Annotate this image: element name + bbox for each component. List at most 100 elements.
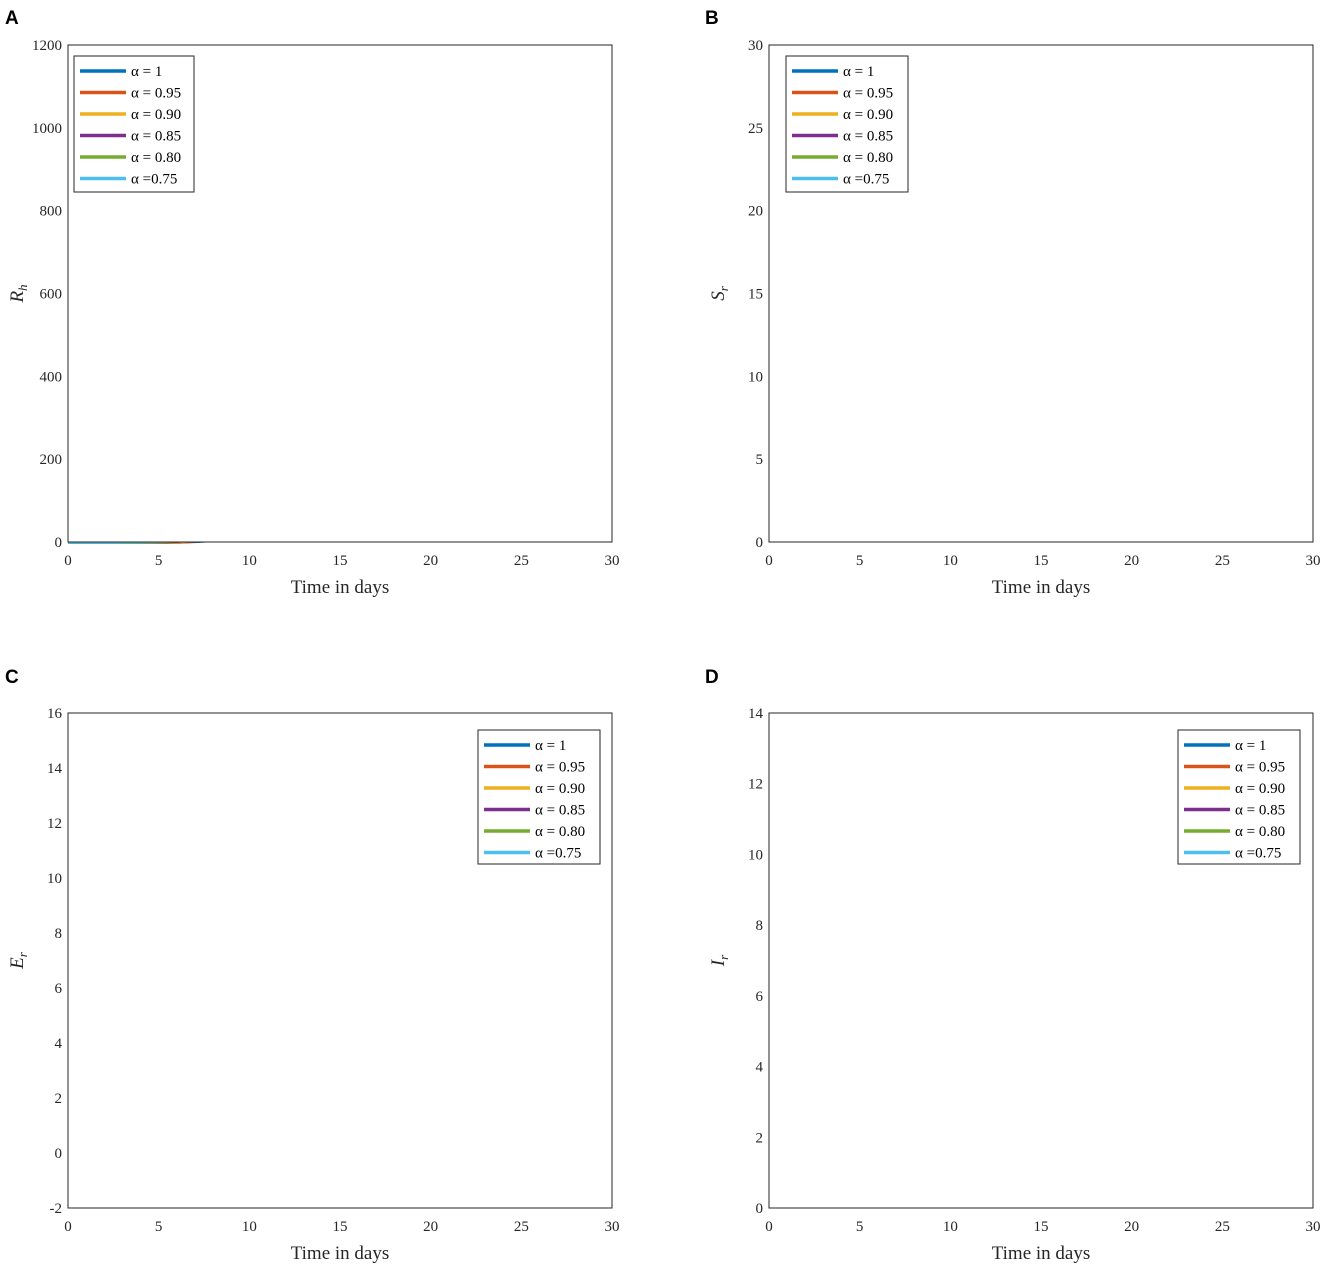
x-tick-label: 0 bbox=[64, 553, 72, 569]
x-axis-label: Time in days bbox=[992, 1243, 1091, 1264]
x-tick-label: 25 bbox=[514, 553, 529, 569]
y-tick-label: 5 bbox=[756, 452, 764, 468]
x-tick-label: 25 bbox=[1215, 1219, 1230, 1235]
legend-entry-5: α = 0.80 bbox=[535, 824, 585, 840]
y-tick-label: 600 bbox=[40, 287, 63, 303]
x-tick-label: 30 bbox=[605, 553, 620, 569]
legend-entry-5: α = 0.80 bbox=[1235, 824, 1285, 840]
x-tick-label: 15 bbox=[1034, 553, 1049, 569]
y-tick-label: 20 bbox=[748, 204, 763, 220]
legend-entry-5: α = 0.80 bbox=[131, 150, 181, 166]
legend: α = 1 α = 0.95 α = 0.90 α = 0.85 α = 0.80 α =… bbox=[785, 55, 909, 193]
y-axis-label: Sr bbox=[708, 285, 731, 301]
x-axis-label: Time in days bbox=[992, 577, 1091, 598]
legend-entry-6: α =0.75 bbox=[1235, 846, 1281, 862]
legend-entry-2: α = 0.95 bbox=[535, 760, 585, 776]
y-tick-label: 0 bbox=[756, 535, 764, 551]
y-tick-label: 400 bbox=[40, 369, 63, 385]
y-tick-label: 10 bbox=[748, 369, 763, 385]
y-axis-label-subscript: r bbox=[716, 285, 731, 291]
panel-letter: A bbox=[5, 8, 19, 29]
x-tick-label: 25 bbox=[1215, 553, 1230, 569]
legend-entry-6: α =0.75 bbox=[843, 172, 889, 188]
y-tick-label: 4 bbox=[756, 1060, 764, 1076]
chart-panel-b: B 0 5 10 15 20 25 30 0 5 10 15 20 25 30 Time in days Sr α… bbox=[705, 8, 1321, 598]
legend-entry-5: α = 0.80 bbox=[843, 150, 893, 166]
y-tick-label: 2 bbox=[756, 1130, 764, 1146]
legend-entry-3: α = 0.90 bbox=[535, 781, 585, 797]
x-tick-label: 5 bbox=[155, 1219, 163, 1235]
chart-panel-d: D 0 5 10 15 20 25 30 0 2 4 6 8 10 12 14 Time in days Ir α … bbox=[705, 667, 1321, 1264]
y-tick-label: 8 bbox=[55, 926, 63, 942]
y-axis-label-subscript: r bbox=[716, 954, 731, 960]
legend: α = 1 α = 0.95 α = 0.90 α = 0.85 α = 0.80 α =… bbox=[477, 729, 601, 865]
x-tick-label: 10 bbox=[242, 553, 257, 569]
legend-entry-4: α = 0.85 bbox=[1235, 803, 1285, 819]
y-tick-label: 6 bbox=[756, 989, 764, 1005]
legend-entry-6: α =0.75 bbox=[535, 846, 581, 862]
y-tick-label: 16 bbox=[47, 706, 63, 722]
x-tick-label: 5 bbox=[856, 553, 864, 569]
x-tick-label: 5 bbox=[155, 553, 163, 569]
legend-entry-4: α = 0.85 bbox=[535, 803, 585, 819]
x-axis-label: Time in days bbox=[291, 577, 390, 598]
y-axis-label-main: S bbox=[708, 291, 729, 301]
legend-entry-4: α = 0.85 bbox=[843, 129, 893, 145]
legend-entry-1: α = 1 bbox=[843, 64, 874, 80]
chart-panel-a: A 0 5 10 15 20 25 30 0 200 400 600 800 1000 1200 Time i… bbox=[5, 8, 620, 598]
y-tick-label: 0 bbox=[756, 1201, 764, 1217]
legend-entry-3: α = 0.90 bbox=[1235, 781, 1285, 797]
y-tick-label: 4 bbox=[55, 1036, 63, 1052]
x-axis-label: Time in days bbox=[291, 1243, 390, 1264]
x-tick-label: 15 bbox=[333, 1219, 348, 1235]
legend-box bbox=[1177, 729, 1301, 865]
x-tick-label: 20 bbox=[423, 1219, 438, 1235]
y-axis-label-main: E bbox=[7, 957, 28, 970]
legend-entry-2: α = 0.95 bbox=[843, 86, 893, 102]
y-tick-label: 2 bbox=[55, 1091, 63, 1107]
x-tick-label: 30 bbox=[1306, 553, 1321, 569]
y-tick-label: 0 bbox=[55, 535, 63, 551]
y-tick-label: 1000 bbox=[32, 121, 62, 137]
legend-entry-2: α = 0.95 bbox=[131, 86, 181, 102]
y-tick-label: 0 bbox=[55, 1146, 63, 1162]
y-tick-label: 14 bbox=[47, 761, 63, 777]
x-tick-label: 15 bbox=[1034, 1219, 1049, 1235]
y-tick-label: 12 bbox=[47, 816, 62, 832]
y-axis-label-subscript: r bbox=[15, 951, 30, 957]
x-tick-label: 30 bbox=[605, 1219, 620, 1235]
legend-entry-3: α = 0.90 bbox=[843, 107, 893, 123]
legend-entry-1: α = 1 bbox=[535, 738, 566, 754]
legend-entry-6: α =0.75 bbox=[131, 172, 177, 188]
legend-entry-2: α = 0.95 bbox=[1235, 760, 1285, 776]
y-tick-label: 200 bbox=[40, 452, 63, 468]
x-tick-label: 5 bbox=[856, 1219, 864, 1235]
y-axis-label-main: I bbox=[708, 958, 729, 967]
x-tick-label: 10 bbox=[242, 1219, 257, 1235]
x-tick-label: 0 bbox=[765, 1219, 773, 1235]
x-tick-label: 20 bbox=[1124, 553, 1139, 569]
x-tick-label: 0 bbox=[64, 1219, 72, 1235]
y-tick-label: 25 bbox=[748, 121, 763, 137]
y-axis-label-main: R bbox=[7, 291, 28, 304]
x-tick-label: 10 bbox=[943, 1219, 958, 1235]
legend-entry-1: α = 1 bbox=[1235, 738, 1266, 754]
legend-box bbox=[73, 55, 195, 193]
y-axis-label: Er bbox=[7, 951, 30, 970]
y-axis-label: Rh bbox=[7, 284, 30, 303]
panel-letter: B bbox=[705, 8, 719, 29]
y-tick-label: -2 bbox=[50, 1201, 63, 1217]
legend-box bbox=[477, 729, 601, 865]
y-tick-label: 14 bbox=[748, 706, 764, 722]
x-tick-label: 20 bbox=[1124, 1219, 1139, 1235]
legend-entry-1: α = 1 bbox=[131, 64, 162, 80]
panel-letter: C bbox=[5, 667, 19, 688]
x-tick-label: 15 bbox=[333, 553, 348, 569]
y-tick-label: 800 bbox=[40, 204, 63, 220]
legend-box bbox=[785, 55, 909, 193]
x-tick-label: 25 bbox=[514, 1219, 529, 1235]
y-axis-label-subscript: h bbox=[15, 284, 30, 291]
legend: α = 1 α = 0.95 α = 0.90 α = 0.85 α = 0.80 α =… bbox=[1177, 729, 1301, 865]
